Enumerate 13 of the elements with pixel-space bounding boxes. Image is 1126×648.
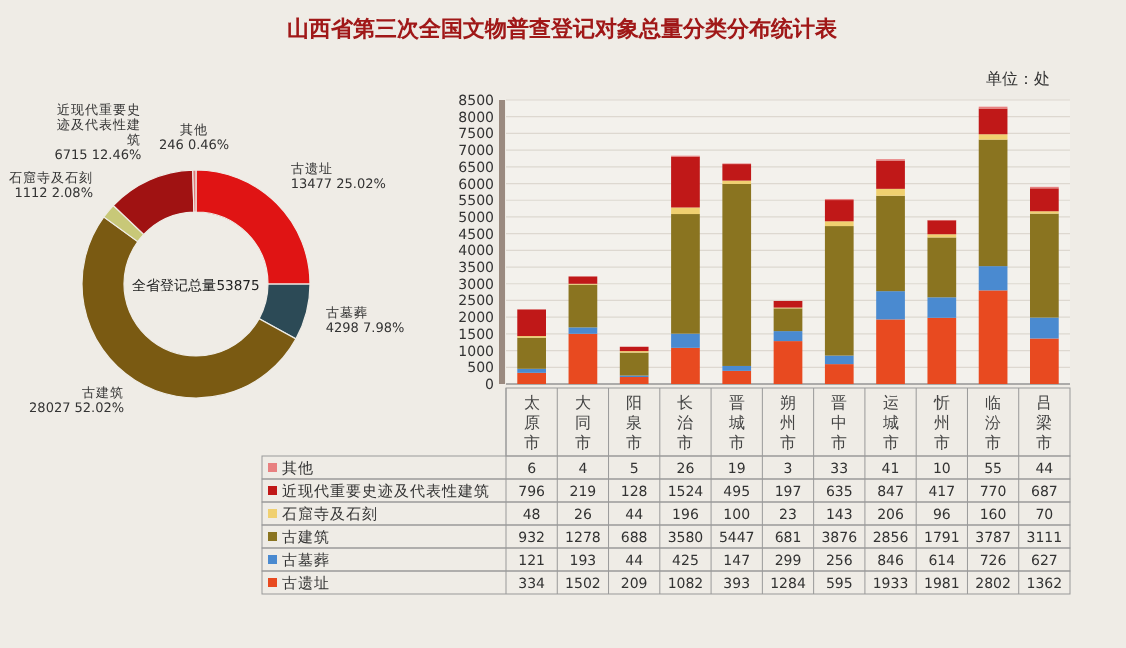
- chart-title: 山西省第三次全国文物普查登记对象总量分类分布统计表: [287, 16, 839, 42]
- x-tick-label: 长治市: [677, 394, 694, 452]
- x-tick-label: 运城市: [880, 394, 899, 452]
- x-tick-label: 大同市: [574, 394, 591, 452]
- x-tick-label: 忻州市: [931, 394, 950, 452]
- x-tick-label: 吕梁市: [1036, 394, 1053, 452]
- x-tick-label: 晋城市: [726, 394, 745, 452]
- x-tick-label: 临汾市: [985, 394, 1002, 452]
- x-tick-label: 晋中市: [831, 394, 848, 452]
- x-tick-label: 阳泉市: [626, 394, 643, 452]
- x-tick-label: 太原市: [523, 394, 540, 452]
- text: 单位：处: [986, 70, 1050, 88]
- x-tick-label: 朔州市: [780, 394, 796, 452]
